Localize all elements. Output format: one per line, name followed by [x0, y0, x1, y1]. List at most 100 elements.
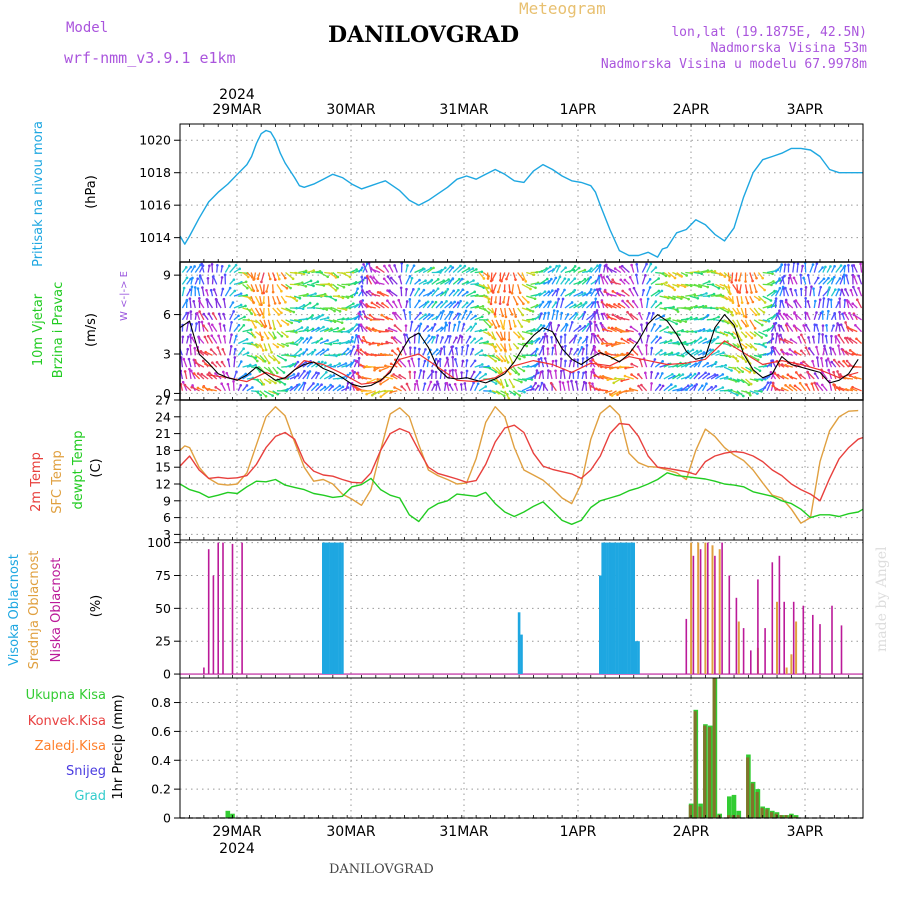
- wind-arrow-head: [182, 357, 186, 361]
- wind-arrow: [799, 382, 807, 392]
- wind-arrow-head: [370, 301, 374, 305]
- wind-arrow-head: [297, 372, 300, 375]
- wind-arrow-head: [654, 300, 658, 303]
- wind-arrow-head: [564, 266, 567, 270]
- wind-arrow-head: [482, 277, 486, 280]
- wind-arrow: [435, 280, 445, 285]
- wind-arrow-head: [570, 379, 573, 383]
- wind-arrow-head: [317, 372, 320, 375]
- wind-arrow-head: [302, 303, 306, 307]
- wind-arrow-head: [624, 366, 627, 370]
- wind-arrow: [379, 291, 389, 297]
- wind-arrow-head: [261, 349, 265, 352]
- temp-unit: (C): [89, 458, 104, 477]
- wind-arrow: [237, 324, 245, 333]
- wind-arrow-head: [632, 286, 636, 290]
- wind-arrow: [233, 357, 236, 368]
- wind-arrow-head: [529, 287, 532, 291]
- wind-arrow-head: [760, 336, 764, 339]
- wind-arrow-head: [785, 322, 789, 325]
- wind-arrow: [635, 274, 639, 285]
- temp-label-dewpt: dewpt Temp: [71, 430, 86, 509]
- wind-arrow: [272, 354, 280, 364]
- wind-arrow-head: [426, 325, 430, 328]
- wind-arrow: [785, 384, 794, 392]
- wind-arrow-head: [782, 312, 786, 316]
- wind-arrow-head: [344, 362, 348, 365]
- wind-arrow-head: [832, 370, 835, 374]
- wind-arrow: [659, 295, 669, 299]
- wind-arrow-head: [700, 272, 703, 276]
- wind-arrow-head: [681, 329, 684, 332]
- wind-arrow-head: [427, 355, 430, 359]
- wind-arrow-head: [304, 269, 308, 273]
- wind-arrow-head: [344, 308, 348, 311]
- wind-arrow: [403, 310, 407, 320]
- wind-arrow-head: [336, 326, 340, 330]
- wind-arrow-head: [781, 276, 784, 279]
- wind-arrow: [740, 378, 750, 386]
- wind-arrow-head: [628, 387, 632, 391]
- cloud-bar: [627, 542, 631, 674]
- wind-arrow-head: [472, 279, 475, 282]
- wind-arrow: [766, 382, 772, 392]
- wind-arrow: [411, 358, 416, 368]
- wind-arrow: [306, 371, 311, 380]
- wind-arrow-head: [722, 351, 725, 355]
- wind-arrow: [542, 301, 550, 309]
- wind-arrow: [630, 326, 639, 333]
- wind-arrow: [590, 265, 599, 273]
- wind-arrow: [492, 284, 497, 293]
- wind-arrow-head: [591, 382, 594, 385]
- wind-arrow-head: [463, 382, 467, 385]
- wind-arrow: [602, 375, 613, 380]
- wind-arrow-head: [399, 286, 403, 290]
- wind-arrow-head: [799, 373, 802, 377]
- wind-arrow-head: [338, 384, 342, 387]
- wind-arrow-head: [222, 312, 225, 316]
- wind-arrow-head: [181, 380, 185, 384]
- wind-arrow: [374, 390, 385, 394]
- wind-arrow: [474, 350, 483, 356]
- wind-arrow: [754, 378, 763, 381]
- wind-arrow-head: [466, 290, 469, 294]
- wind-arrow: [328, 327, 338, 333]
- wind-arrow: [298, 361, 307, 368]
- wind-arrow-head: [356, 287, 359, 291]
- wind-arrow-head: [458, 312, 461, 316]
- wind-arrow: [766, 325, 774, 333]
- precip-conv-bar: [793, 816, 797, 818]
- cloud-bar: [625, 542, 628, 674]
- wind-arrow-head: [269, 326, 272, 330]
- wind-arrow-head: [216, 346, 220, 349]
- wind-arrow-head: [369, 318, 373, 322]
- wind-arrow: [807, 371, 815, 380]
- top-date-label: 3APR: [787, 102, 824, 118]
- wind-arrow: [517, 319, 523, 327]
- cloud-bar: [326, 542, 330, 674]
- wind-arrow-head: [710, 385, 713, 389]
- wind-arrow-head: [317, 360, 321, 364]
- wind-arrow: [474, 283, 484, 289]
- wind-arrow-head: [517, 335, 521, 339]
- wind-arrow: [852, 386, 862, 392]
- wind-arrow-head: [280, 334, 284, 338]
- wind-arrow-head: [645, 262, 648, 266]
- wind-arrow-head: [445, 356, 449, 360]
- wind-arrow: [779, 264, 783, 273]
- wind-arrow: [629, 288, 635, 297]
- wind-arrow: [625, 366, 634, 369]
- wind-arrow-head: [504, 315, 508, 319]
- wind-arrow: [439, 278, 449, 285]
- wind-arrow: [663, 384, 672, 392]
- wind-arrow: [413, 300, 420, 309]
- wind-arrow: [443, 322, 447, 332]
- wind-arrow-head: [480, 337, 483, 340]
- top-date-label: 30MAR: [326, 102, 375, 118]
- wind-arrow-head: [618, 265, 622, 269]
- wind-arrow-head: [744, 346, 748, 349]
- wind-arrow-head: [424, 279, 427, 283]
- wind-arrow: [534, 313, 542, 321]
- wind-arrow: [740, 319, 747, 327]
- wind-arrow-head: [326, 348, 330, 351]
